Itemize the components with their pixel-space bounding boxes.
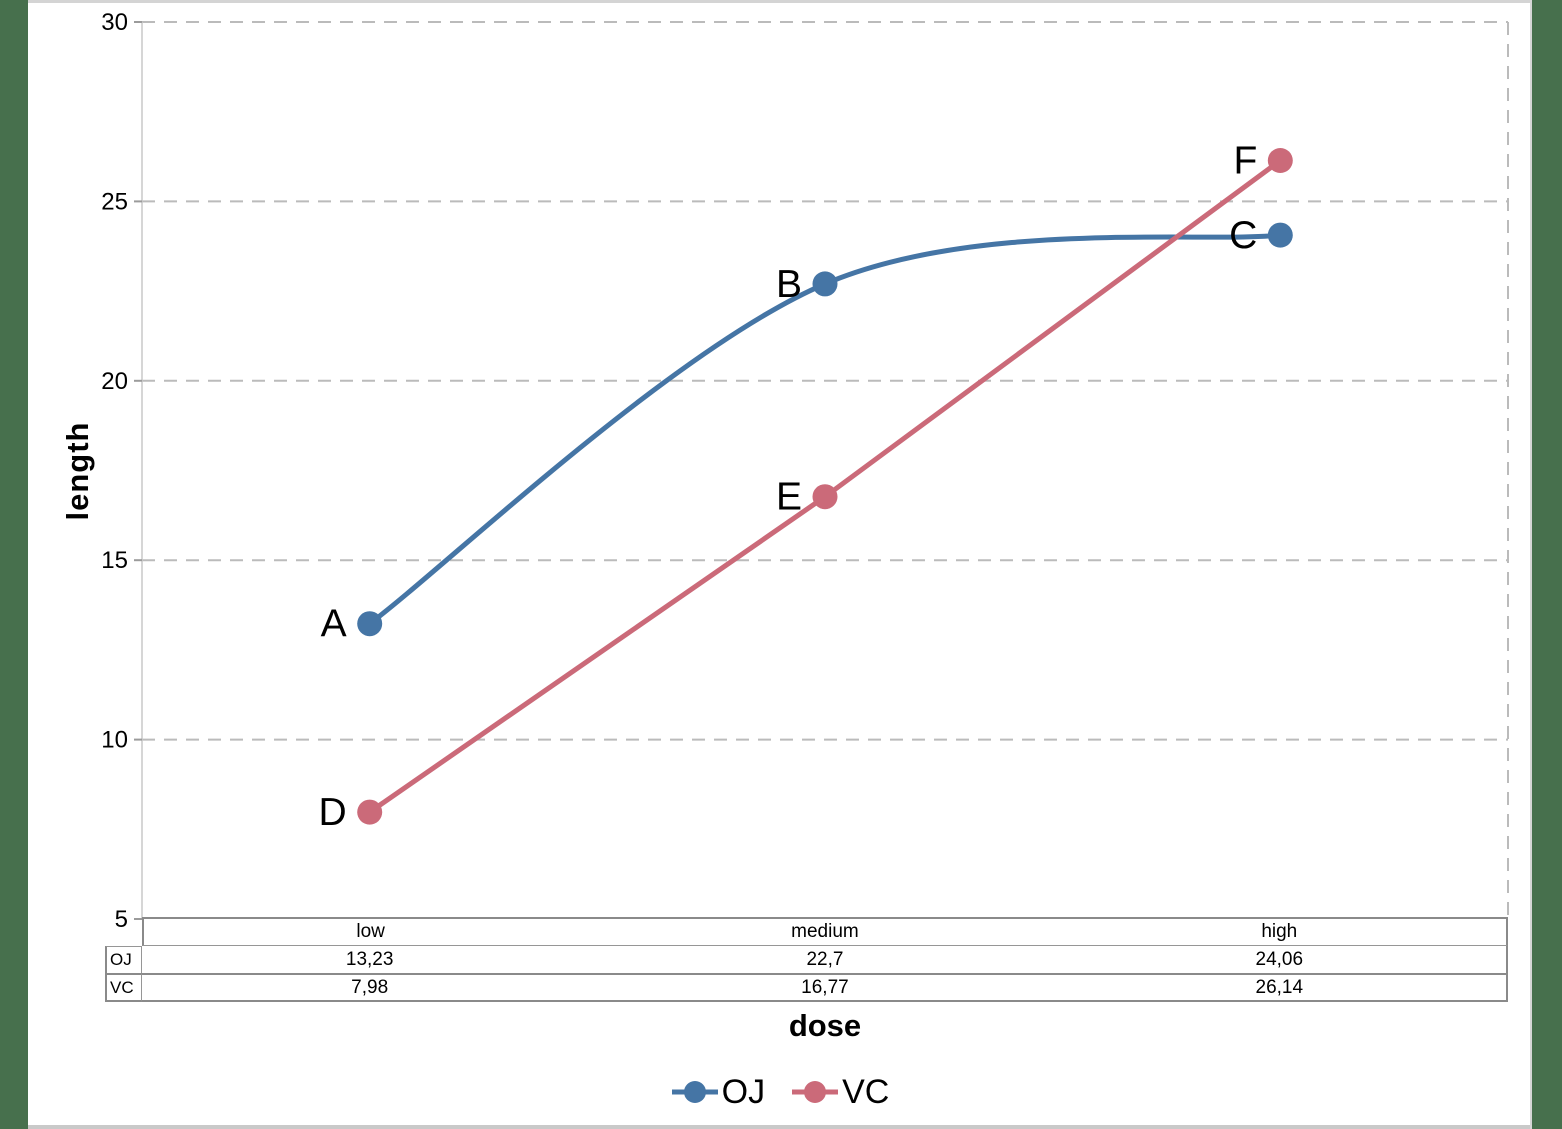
data-point-oj-high [1267, 222, 1293, 248]
left-side-bar [0, 0, 28, 1129]
table-col-header-low: low [142, 917, 598, 946]
data-point-oj-medium [812, 271, 838, 297]
legend-label-vc: VC [842, 1072, 890, 1111]
chart-legend: OJ VC [28, 1070, 1532, 1114]
point-label-E: E [776, 476, 802, 519]
data-point-vc-low [357, 799, 383, 825]
table-col-header-high: high [1052, 917, 1508, 946]
table-cell-oj-low: 13,23 [142, 946, 598, 973]
top-border-line [28, 0, 1532, 3]
bottom-border-line [28, 1125, 1532, 1129]
point-label-D: D [319, 791, 347, 834]
x-axis-title: dose [788, 1008, 862, 1043]
data-point-vc-high [1267, 148, 1293, 173]
y-tick-label-20: 20 [101, 368, 128, 395]
legend-marker-oj-icon [671, 1081, 718, 1103]
right-side-bar [1532, 0, 1562, 1129]
table-cell-oj-medium: 22,7 [597, 946, 1053, 973]
table-row-label-vc: VC [105, 973, 142, 1002]
y-tick-label-10: 10 [101, 727, 128, 754]
legend-label-oj: OJ [721, 1072, 766, 1111]
legend-item-vc: VC [791, 1073, 889, 1112]
y-axis-title: length [60, 421, 95, 521]
table-cell-vc-low: 7,98 [142, 973, 598, 1002]
y-tick-label-25: 25 [101, 188, 128, 215]
table-corner-cell [105, 917, 142, 946]
y-tick-label-5: 5 [115, 906, 128, 933]
data-table: low medium high OJ 13,23 22,7 24,06 VC 7… [105, 917, 1508, 1002]
point-label-A: A [321, 603, 347, 646]
point-label-B: B [776, 263, 802, 306]
table-row-label-oj: OJ [105, 946, 142, 973]
y-tick-label-30: 30 [101, 9, 128, 36]
data-point-oj-low [357, 611, 383, 637]
data-point-vc-medium [812, 484, 838, 510]
point-label-F: F [1233, 140, 1257, 183]
y-tick-label-15: 15 [101, 547, 128, 574]
right-border-line [1530, 0, 1532, 1129]
legend-marker-vc-icon [792, 1081, 839, 1103]
table-col-header-medium: medium [597, 917, 1053, 946]
table-cell-vc-medium: 16,77 [597, 973, 1053, 1002]
point-label-C: C [1229, 214, 1257, 257]
table-cell-vc-high: 26,14 [1052, 973, 1508, 1002]
legend-item-oj: OJ [671, 1073, 765, 1112]
table-cell-oj-high: 24,06 [1052, 946, 1508, 973]
